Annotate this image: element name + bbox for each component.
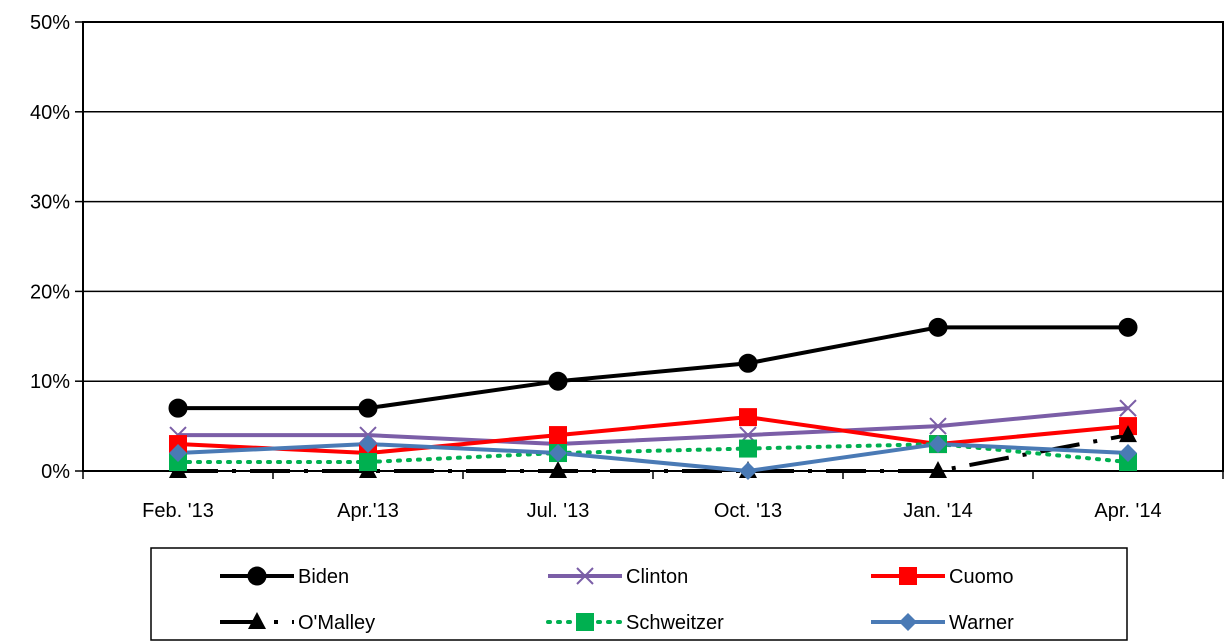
marker-schweitzer (739, 439, 757, 458)
marker-cuomo (549, 426, 567, 445)
series-markers (168, 317, 1138, 480)
legend-item-omalley: O'Malley (220, 612, 375, 634)
marker-clinton (929, 417, 947, 435)
legend-marker-biden (247, 566, 267, 586)
marker-biden (168, 398, 188, 418)
marker-warner (359, 435, 377, 454)
y-tick-label: 30% (30, 192, 70, 214)
legend-label-cuomo: Cuomo (949, 566, 1013, 588)
marker-schweitzer (359, 453, 377, 472)
marker-warner (549, 444, 567, 463)
marker-clinton (1119, 399, 1137, 417)
marker-omalley (929, 461, 947, 478)
x-tick-label: Apr.'13 (337, 500, 399, 522)
plot-area (82, 21, 1224, 472)
legend-marker-warner (899, 613, 917, 631)
legend-label-clinton: Clinton (626, 566, 688, 588)
x-tick-label: Apr. '14 (1094, 500, 1161, 522)
marker-biden (358, 398, 378, 418)
x-axis-tick-labels: Feb. '13 Apr.'13 Jul. '13 Oct. '13 Jan. '14 A… (82, 471, 1224, 522)
legend-marker-clinton (576, 567, 594, 585)
legend-item-schweitzer: Schweitzer (546, 612, 724, 634)
gridlines (83, 111, 1223, 382)
legend-label-biden: Biden (298, 566, 349, 588)
marker-warner (739, 462, 757, 480)
marker-warner (929, 435, 947, 454)
x-tick-label: Oct. '13 (714, 500, 782, 522)
y-tick-label: 20% (30, 281, 70, 303)
y-tick-label: 40% (30, 102, 70, 124)
legend-marker-schweitzer (576, 613, 594, 631)
marker-warner (169, 444, 187, 463)
series-line-biden (178, 325, 1128, 411)
legend-item-clinton: Clinton (548, 566, 688, 588)
legend-label-omalley: O'Malley (298, 612, 375, 634)
x-tick-label: Feb. '13 (142, 500, 214, 522)
x-tick-label: Jul. '13 (527, 500, 590, 522)
marker-omalley (549, 461, 567, 478)
y-axis-tick-labels: 0% 10% 20% 30% 40% 50% (30, 12, 83, 483)
legend: Biden Clinton Cuomo O'Malley Schweitzer Warne… (150, 547, 1128, 641)
marker-biden (928, 317, 948, 337)
legend-marker-omalley (248, 612, 266, 629)
marker-biden (738, 353, 758, 373)
plot-border (82, 21, 1224, 472)
legend-box (150, 547, 1128, 641)
legend-marker-cuomo (899, 567, 917, 585)
y-tick-label: 10% (30, 371, 70, 393)
y-tick-label: 50% (30, 12, 70, 34)
legend-label-schweitzer: Schweitzer (626, 612, 724, 634)
x-tick-label: Jan. '14 (903, 500, 972, 522)
legend-label-warner: Warner (949, 612, 1014, 634)
marker-warner (1119, 444, 1137, 463)
series-lines (176, 325, 1130, 473)
legend-item-cuomo: Cuomo (871, 566, 1013, 588)
series-line-clinton (178, 406, 1129, 447)
marker-biden (1118, 317, 1138, 337)
y-tick-label: 0% (41, 461, 70, 483)
legend-item-warner: Warner (871, 612, 1014, 634)
legend-item-biden: Biden (220, 566, 349, 588)
marker-omalley (1119, 425, 1137, 443)
series-line-cuomo (177, 415, 1129, 456)
series-line-omalley (178, 433, 1129, 473)
marker-biden (548, 371, 568, 391)
marker-cuomo (739, 408, 757, 427)
series-line-warner (177, 442, 1129, 473)
